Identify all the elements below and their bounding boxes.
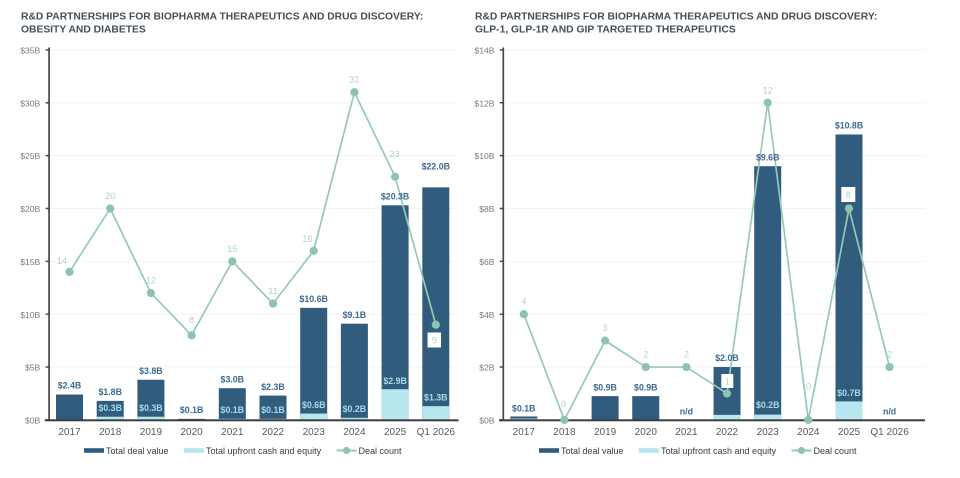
svg-text:2017: 2017 <box>513 427 536 438</box>
svg-text:$0B: $0B <box>479 416 495 426</box>
svg-text:2022: 2022 <box>262 427 285 438</box>
svg-text:$0.2B: $0.2B <box>756 400 779 410</box>
svg-text:$3.8B: $3.8B <box>139 366 162 376</box>
svg-text:$9.1B: $9.1B <box>343 310 366 320</box>
svg-text:Deal count: Deal count <box>814 446 858 456</box>
svg-text:12: 12 <box>146 276 156 286</box>
svg-text:$0.9B: $0.9B <box>634 382 657 392</box>
svg-text:$0.7B: $0.7B <box>837 388 860 398</box>
svg-text:31: 31 <box>349 75 359 85</box>
svg-text:Q1 2026: Q1 2026 <box>870 427 909 438</box>
svg-text:9: 9 <box>432 336 437 346</box>
svg-text:14: 14 <box>57 256 67 266</box>
svg-text:$0.2B: $0.2B <box>343 404 366 414</box>
svg-text:2018: 2018 <box>99 427 122 438</box>
svg-text:$5B: $5B <box>25 363 41 373</box>
svg-text:$2.0B: $2.0B <box>715 353 738 363</box>
svg-text:2022: 2022 <box>716 427 739 438</box>
svg-text:$6B: $6B <box>479 257 495 267</box>
svg-text:2019: 2019 <box>140 427 163 438</box>
svg-text:20: 20 <box>105 191 115 201</box>
svg-text:$0.6B: $0.6B <box>302 400 325 410</box>
svg-text:2017: 2017 <box>58 427 81 438</box>
svg-text:$12B: $12B <box>474 98 494 108</box>
svg-text:4: 4 <box>521 297 526 307</box>
svg-text:$3.0B: $3.0B <box>221 374 244 384</box>
svg-text:GLP-1, GLP-1R AND GIP TARGETED: GLP-1, GLP-1R AND GIP TARGETED THERAPEUT… <box>475 25 736 36</box>
svg-text:$9.6B: $9.6B <box>756 152 779 162</box>
svg-text:0: 0 <box>561 399 566 409</box>
svg-text:$10.6B: $10.6B <box>300 294 328 304</box>
svg-text:$10B: $10B <box>20 310 40 320</box>
svg-text:$0B: $0B <box>25 416 41 426</box>
svg-text:$10B: $10B <box>474 151 494 161</box>
svg-text:$25B: $25B <box>20 151 40 161</box>
svg-text:R&D PARTNERSHIPS FOR BIOPHARMA: R&D PARTNERSHIPS FOR BIOPHARMA THERAPEUT… <box>475 12 877 23</box>
svg-text:23: 23 <box>389 149 399 159</box>
svg-text:$22.0B: $22.0B <box>422 161 450 171</box>
svg-text:$1.8B: $1.8B <box>98 387 121 397</box>
svg-text:n/d: n/d <box>680 407 693 417</box>
svg-text:$20.3B: $20.3B <box>381 192 409 202</box>
svg-text:$14B: $14B <box>474 46 494 56</box>
svg-text:2025: 2025 <box>384 427 407 438</box>
svg-text:$8B: $8B <box>479 204 495 214</box>
svg-text:16: 16 <box>302 234 312 244</box>
svg-text:$0.1B: $0.1B <box>512 404 535 414</box>
svg-text:8: 8 <box>189 315 194 325</box>
svg-text:$0.9B: $0.9B <box>593 382 616 392</box>
svg-text:2023: 2023 <box>757 427 780 438</box>
svg-text:Q1 2026: Q1 2026 <box>417 427 456 438</box>
svg-text:$2.4B: $2.4B <box>58 381 81 391</box>
svg-text:11: 11 <box>268 286 278 296</box>
svg-text:2021: 2021 <box>221 427 244 438</box>
svg-text:2: 2 <box>643 350 648 360</box>
svg-text:2019: 2019 <box>594 427 617 438</box>
svg-text:2020: 2020 <box>180 427 203 438</box>
svg-text:8: 8 <box>846 190 851 200</box>
svg-text:$0.3B: $0.3B <box>98 403 121 413</box>
svg-text:OBESITY AND DIABETES: OBESITY AND DIABETES <box>21 25 146 36</box>
svg-text:12: 12 <box>763 85 773 95</box>
svg-text:0: 0 <box>806 382 811 392</box>
svg-text:1: 1 <box>725 377 730 387</box>
svg-text:2: 2 <box>887 350 892 360</box>
svg-text:Total deal value: Total deal value <box>561 446 624 456</box>
svg-text:$0.1B: $0.1B <box>261 405 284 415</box>
svg-text:2023: 2023 <box>303 427 326 438</box>
svg-text:$10.8B: $10.8B <box>835 121 863 131</box>
svg-text:2018: 2018 <box>553 427 576 438</box>
svg-text:3: 3 <box>603 323 608 333</box>
svg-text:Total upfront cash and equity: Total upfront cash and equity <box>661 446 777 456</box>
svg-text:2025: 2025 <box>838 427 861 438</box>
svg-text:$4B: $4B <box>479 310 495 320</box>
svg-text:$0.1B: $0.1B <box>221 405 244 415</box>
svg-text:2021: 2021 <box>675 427 698 438</box>
svg-text:2020: 2020 <box>635 427 658 438</box>
svg-text:$15B: $15B <box>20 257 40 267</box>
svg-text:$35B: $35B <box>20 46 40 56</box>
svg-text:$2.9B: $2.9B <box>383 376 406 386</box>
svg-text:Total upfront cash and equity: Total upfront cash and equity <box>206 446 322 456</box>
svg-text:15: 15 <box>227 244 237 254</box>
svg-text:Total deal value: Total deal value <box>106 446 169 456</box>
svg-text:$20B: $20B <box>20 204 40 214</box>
svg-text:Deal count: Deal count <box>359 446 403 456</box>
svg-text:$30B: $30B <box>20 98 40 108</box>
svg-text:n/d: n/d <box>883 407 896 417</box>
svg-text:$0.3B: $0.3B <box>139 403 162 413</box>
svg-text:R&D PARTNERSHIPS FOR BIOPHARMA: R&D PARTNERSHIPS FOR BIOPHARMA THERAPEUT… <box>21 12 423 23</box>
svg-text:$1.3B: $1.3B <box>424 392 447 402</box>
svg-text:$0.1B: $0.1B <box>180 405 203 415</box>
svg-text:$2.3B: $2.3B <box>261 382 284 392</box>
svg-text:2: 2 <box>684 350 689 360</box>
svg-text:2024: 2024 <box>797 427 820 438</box>
svg-text:$2B: $2B <box>479 363 495 373</box>
svg-text:2024: 2024 <box>343 427 366 438</box>
